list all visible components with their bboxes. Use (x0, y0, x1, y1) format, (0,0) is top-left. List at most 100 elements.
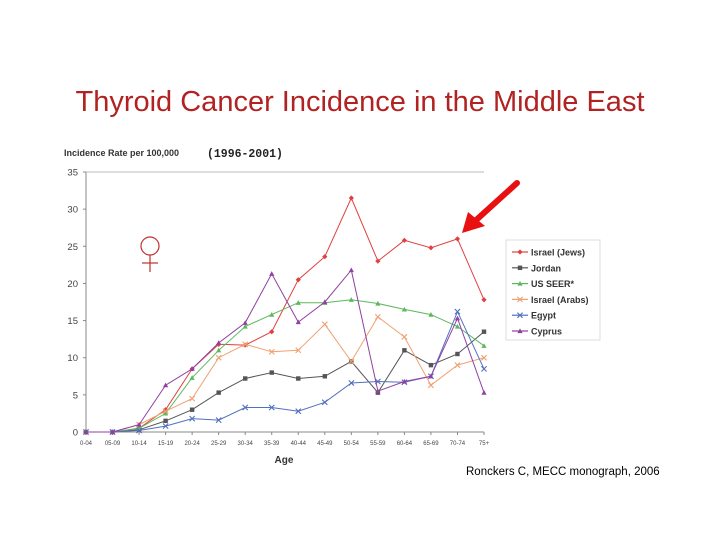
x-tick-label: 75+ (479, 441, 490, 447)
data-point (295, 300, 301, 305)
data-point (162, 408, 169, 415)
data-point (189, 366, 195, 371)
data-point (454, 308, 461, 315)
series-line (86, 299, 485, 433)
data-point (454, 362, 461, 369)
data-point (481, 365, 487, 372)
data-point (109, 429, 116, 435)
legend-item: Jordan (512, 263, 561, 273)
data-point (268, 404, 275, 411)
data-point (268, 348, 275, 355)
data-point (322, 299, 328, 305)
data-point (481, 390, 487, 395)
data-point (242, 323, 248, 329)
y-tick-label: 0 (73, 428, 78, 439)
data-point (163, 382, 169, 388)
legend-label: Egypt (531, 311, 556, 321)
data-point (348, 297, 354, 302)
x-tick-group: 0-04 05-09 10-14 15-19 20-24 25-29 30-34 35-39 4… (80, 432, 490, 447)
x-tick-label: 55-59 (370, 441, 386, 447)
data-point (216, 390, 221, 395)
x-tick-label: 30-34 (238, 441, 254, 447)
data-point (216, 340, 222, 345)
data-point (401, 237, 407, 243)
x-tick-label: 35-39 (264, 441, 280, 447)
data-point (348, 379, 355, 386)
x-tick-label: 60-64 (397, 441, 413, 447)
data-point (189, 407, 195, 412)
legend-box (505, 239, 601, 341)
series-line (86, 196, 485, 433)
data-point (481, 354, 487, 361)
data-point (348, 267, 354, 273)
y-tick-label: 5 (73, 390, 78, 401)
data-point (322, 374, 328, 379)
data-point (215, 354, 222, 361)
legend-label: US SEER* (531, 279, 575, 289)
data-point (401, 378, 407, 384)
data-point (481, 329, 487, 334)
data-point (375, 300, 381, 306)
y-tick-label: 15 (67, 316, 78, 327)
data-point (163, 418, 168, 424)
data-point (517, 249, 523, 255)
data-point (427, 382, 434, 389)
data-point (215, 417, 222, 424)
data-point (401, 306, 407, 312)
legend-item: Cyprus (512, 327, 562, 337)
data-point (454, 315, 461, 321)
x-tick-label: 05-09 (105, 441, 121, 447)
series-line (86, 268, 485, 433)
slide-title: Thyroid Cancer Incidence in the Middle E… (75, 86, 645, 118)
data-point (517, 265, 523, 271)
data-point (428, 312, 434, 317)
data-point (242, 320, 248, 325)
legend-item: Israel (Jews) (512, 248, 585, 258)
data-point (428, 362, 434, 368)
citation: Ronckers C, MECC monograph, 2006 (466, 466, 660, 478)
data-point (321, 399, 328, 406)
data-point (295, 277, 301, 283)
chart-subtitle: (1996-2001) (207, 148, 283, 161)
x-tick-label: 40-44 (291, 441, 307, 447)
data-point (455, 351, 460, 357)
x-tick-label: 65-69 (423, 441, 439, 447)
x-tick-label: 15-19 (158, 441, 174, 447)
y-tick-label: 35 (67, 168, 78, 179)
y-tick-label: 10 (67, 353, 78, 364)
data-point (374, 313, 381, 320)
y-tick-label: 25 (67, 242, 78, 253)
x-tick-label: 70-74 (450, 441, 466, 447)
data-point (322, 254, 328, 260)
x-tick-label: 20-24 (184, 441, 200, 447)
data-point (517, 328, 523, 334)
series-line (86, 331, 485, 433)
data-point (454, 236, 461, 242)
data-point (242, 341, 249, 348)
data-point (375, 388, 381, 394)
female-symbol-icon (140, 236, 160, 272)
data-point (269, 271, 275, 276)
series-4 (83, 308, 487, 435)
data-point (189, 375, 195, 380)
data-point (83, 429, 89, 435)
data-point (481, 343, 487, 348)
x-tick-label: 25-29 (211, 441, 227, 447)
series-group (83, 195, 487, 435)
data-point (242, 376, 248, 381)
red-arrow-icon (462, 180, 520, 233)
series-line (86, 316, 485, 433)
data-point (189, 395, 196, 402)
data-point (295, 319, 301, 325)
legend-item: Israel (Arabs) (512, 295, 589, 305)
data-point (454, 323, 461, 329)
legend: Israel (Jews) Jordan US SEER* Israel (Arabs… (512, 248, 589, 337)
data-point (269, 312, 275, 317)
data-point (402, 348, 407, 353)
data-point (136, 427, 143, 434)
y-tick-group: 0 5 10 15 20 25 30 35 (67, 168, 86, 439)
data-point (189, 415, 196, 422)
series-3 (83, 313, 487, 435)
x-tick-label: 45-49 (317, 441, 333, 447)
data-point (375, 258, 381, 264)
